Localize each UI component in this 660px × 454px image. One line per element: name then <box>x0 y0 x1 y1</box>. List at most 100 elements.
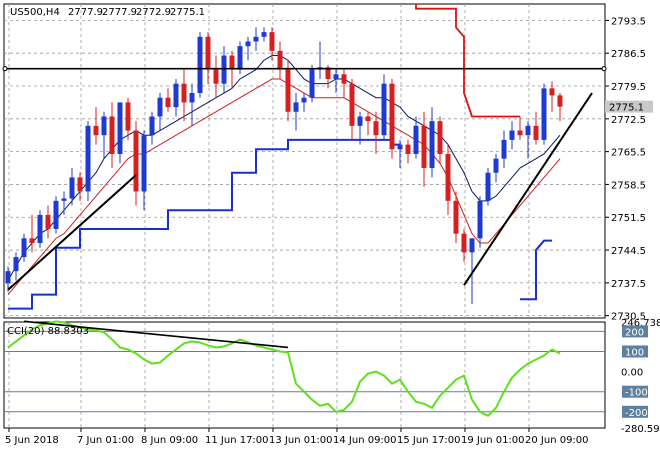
bull-candle <box>469 238 475 253</box>
cci-line <box>7 320 561 418</box>
bull-candle <box>13 257 19 272</box>
bear-candle <box>421 125 427 169</box>
cci-tick-label: -280.598 <box>621 424 660 435</box>
last-price-label: 2775.1 <box>609 103 644 114</box>
time-tick-label: 20 Jun 09:00 <box>525 435 589 446</box>
price-tick-label: 2765.5 <box>611 148 646 159</box>
upper-stop-line <box>415 4 520 118</box>
bull-candle <box>525 125 531 136</box>
bear-candle <box>125 102 131 131</box>
bear-candle <box>349 83 355 126</box>
time-tick-label: 11 Jun 17:00 <box>205 435 269 446</box>
bear-candle <box>341 74 347 84</box>
bull-candle <box>493 158 499 173</box>
level-anchor-right <box>601 66 607 72</box>
bull-candle <box>477 200 483 239</box>
bull-candle <box>69 177 75 199</box>
bull-candle <box>221 55 227 84</box>
time-tick-label: 13 Jun 01:00 <box>269 435 333 446</box>
bull-candle <box>5 271 11 284</box>
fast-moving-average <box>7 55 561 281</box>
bull-candle <box>61 198 67 201</box>
cci-tick-label: -100 <box>625 388 648 399</box>
bear-candle <box>549 88 555 96</box>
ohlc-open: 2777.9 <box>68 7 103 18</box>
bear-candle <box>517 130 523 136</box>
bull-candle <box>429 121 435 169</box>
indicator-lines <box>7 4 561 418</box>
bull-candle <box>485 172 491 201</box>
bear-candle <box>213 69 219 84</box>
time-tick-label: 7 Jun 01:00 <box>77 435 134 446</box>
trendlines <box>2 66 607 349</box>
cci-tick-label: 246.7385 <box>621 318 660 329</box>
bull-candle <box>541 88 547 140</box>
ohlc-low: 2772.9 <box>136 7 171 18</box>
bull-candle <box>189 93 195 103</box>
slow-moving-average <box>7 78 561 295</box>
bull-candle <box>261 32 267 37</box>
cci-tick-label: 100 <box>625 347 644 358</box>
cci-divergence-line <box>23 320 289 349</box>
price-tick-label: 2751.5 <box>611 213 646 224</box>
lower-stop-line <box>8 138 400 310</box>
bear-candle <box>453 200 459 234</box>
bear-candle <box>109 116 115 154</box>
bear-candle <box>205 36 211 70</box>
bull-candle <box>53 200 59 229</box>
cci-level-tag <box>622 345 648 358</box>
bull-candle <box>309 69 315 98</box>
candles <box>5 27 563 304</box>
cci-tick-label: 200 <box>625 327 644 338</box>
bull-candle <box>253 36 259 42</box>
bull-candle <box>357 116 363 126</box>
time-tick-label: 14 Jun 09:00 <box>333 435 397 446</box>
bull-candle <box>117 102 123 154</box>
bear-candle <box>229 55 235 70</box>
price-tick-label: 2758.5 <box>611 180 646 191</box>
trendline <box>463 92 593 286</box>
bull-candle <box>197 36 203 94</box>
main-plot-frame <box>3 3 606 319</box>
time-tick-label: 19 Jun 01:00 <box>461 435 525 446</box>
cci-level-tag <box>622 405 648 418</box>
bull-candle <box>333 74 339 79</box>
bear-candle <box>365 116 371 122</box>
bull-candle <box>381 83 387 136</box>
ohlc-close: 2775.1 <box>170 7 205 18</box>
cci-axis: 246.7385200 100 0.00 -100 -200 -280.598 <box>621 318 660 435</box>
bull-candle <box>509 130 515 140</box>
cci-tick-label: 0.00 <box>621 368 643 379</box>
lower-stop-line-2 <box>520 239 552 301</box>
ohlc-high: 2777.9 <box>102 7 137 18</box>
bull-candle <box>141 135 147 192</box>
time-axis: 5 Jun 2018 7 Jun 01:00 8 Jun 09:00 11 Jun 1… <box>5 428 589 446</box>
time-tick-label: 5 Jun 2018 <box>5 435 59 446</box>
cci-panel-frame <box>3 321 606 429</box>
bear-candle <box>133 130 139 192</box>
cci-frame-rect <box>3 321 606 429</box>
bear-candle <box>93 125 99 136</box>
bear-candle <box>445 153 451 201</box>
bear-candle <box>165 97 171 108</box>
price-tick-label: 2793.5 <box>611 16 646 27</box>
bear-candle <box>277 50 283 70</box>
bear-candle <box>461 233 467 253</box>
bear-candle <box>29 238 35 244</box>
price-tick-label: 2730.5 <box>611 312 646 323</box>
last-price-tag: 2775.1 <box>605 100 653 114</box>
bull-candle <box>237 46 243 70</box>
cci-tick-label: -200 <box>625 408 648 419</box>
bear-candle <box>533 125 539 140</box>
bear-candle <box>373 121 379 136</box>
bear-candle <box>325 67 331 79</box>
bull-candle <box>301 97 307 103</box>
main-frame-rect <box>3 3 606 319</box>
price-tick-label: 2737.5 <box>611 279 646 290</box>
trendline <box>7 174 137 291</box>
price-tick-label: 2744.5 <box>611 246 646 257</box>
bull-candle <box>245 41 251 47</box>
bull-candle <box>397 144 403 150</box>
bear-candle <box>45 214 51 229</box>
